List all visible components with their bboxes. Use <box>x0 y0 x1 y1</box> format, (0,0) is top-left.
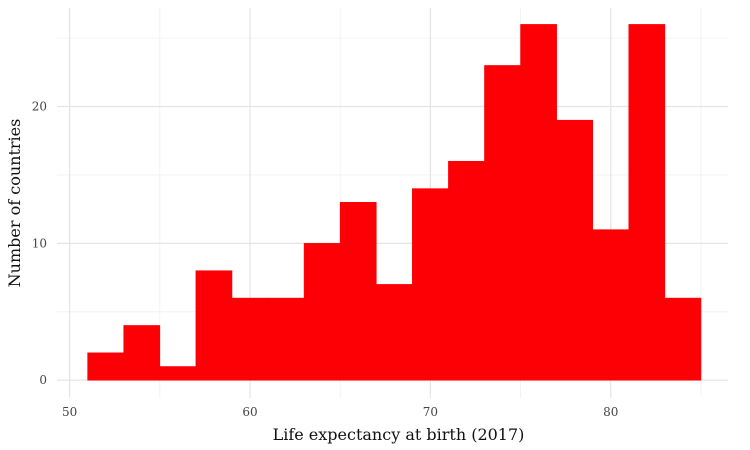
histogram-bar <box>375 284 413 381</box>
histogram-bar <box>123 325 161 381</box>
histogram-bar <box>556 119 594 381</box>
y-axis-title: Number of countries <box>5 119 24 288</box>
x-tick-label: 60 <box>242 405 257 419</box>
x-axis-title: Life expectancy at birth (2017) <box>273 425 525 444</box>
histogram-bar <box>520 24 557 381</box>
histogram-bar <box>448 160 485 381</box>
y-axis-ticks: 0 10 20 <box>32 100 47 388</box>
histogram-bar <box>412 188 449 381</box>
y-tick-label: 10 <box>32 236 47 250</box>
histogram-bars <box>87 24 702 381</box>
histogram-bar <box>87 352 125 381</box>
histogram-bar <box>484 65 521 381</box>
x-axis-ticks: 50 60 70 80 <box>62 405 618 419</box>
histogram-bar <box>159 366 197 381</box>
histogram-bar <box>339 202 377 381</box>
histogram-bar <box>664 297 702 381</box>
histogram-bar <box>628 24 666 381</box>
y-tick-label: 20 <box>32 100 47 114</box>
histogram-bar <box>195 270 233 381</box>
histogram-bar <box>267 297 305 381</box>
histogram-bar <box>231 297 269 381</box>
y-tick-label: 0 <box>39 373 47 387</box>
x-tick-label: 50 <box>62 405 77 419</box>
x-tick-label: 70 <box>423 405 438 419</box>
histogram-bar <box>592 229 630 381</box>
x-tick-label: 80 <box>603 405 618 419</box>
histogram-bar <box>303 243 341 381</box>
